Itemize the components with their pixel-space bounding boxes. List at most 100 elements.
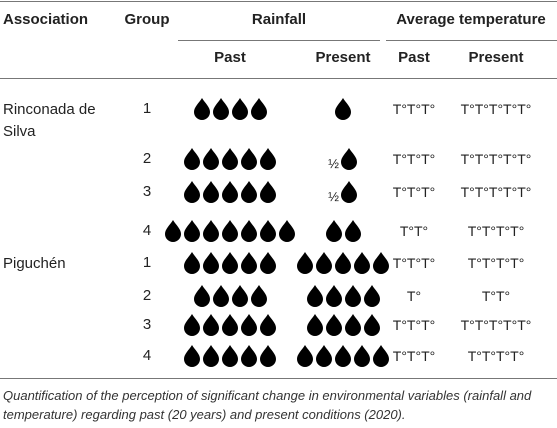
drop	[212, 285, 229, 307]
drop	[203, 181, 219, 203]
drop	[184, 148, 200, 170]
rule	[0, 378, 557, 379]
drop	[184, 181, 200, 203]
header: Association	[3, 11, 89, 28]
drop	[325, 285, 342, 307]
drop	[203, 148, 219, 170]
temperature: T°T°T°T°T°	[460, 151, 532, 167]
temperature: T°T°T°	[392, 101, 436, 117]
drop	[373, 345, 389, 367]
drop	[222, 345, 238, 367]
drop	[222, 314, 238, 336]
drop	[279, 220, 295, 242]
drop	[241, 181, 257, 203]
fraction-label: ½	[328, 189, 339, 204]
association: Piguchén	[3, 255, 66, 272]
drop	[373, 252, 389, 274]
drop	[354, 345, 370, 367]
temperature: T°T°T°T°	[467, 255, 525, 271]
temperature: T°T°T°	[392, 151, 436, 167]
drop-count	[160, 284, 300, 308]
temperature: T°T°T°T°	[467, 223, 525, 239]
drop	[335, 98, 351, 120]
drop	[222, 181, 238, 203]
rule	[0, 1, 557, 2]
temperature: T°T°T°	[392, 255, 436, 271]
drop-count: ½	[292, 147, 394, 171]
drop-count	[160, 180, 300, 204]
temperature: T°T°T°T°T°	[460, 184, 532, 200]
temperature: T°T°T°	[392, 184, 436, 200]
drop-count	[292, 284, 394, 308]
temperature: T°T°T°	[392, 348, 436, 364]
drop	[354, 252, 370, 274]
drop	[203, 252, 219, 274]
drop	[184, 345, 200, 367]
drop	[241, 220, 257, 242]
drop	[231, 98, 248, 120]
drop-count	[160, 344, 300, 368]
temperature: T°T°T°T°T°	[460, 101, 532, 117]
drop-count	[160, 97, 300, 121]
header: Rainfall	[251, 11, 307, 28]
rule	[0, 78, 557, 79]
drop	[340, 148, 357, 170]
drop	[344, 220, 361, 242]
temperature: T°T°	[481, 288, 511, 304]
drop	[297, 252, 313, 274]
group: 2	[142, 150, 152, 167]
drop	[184, 314, 200, 336]
drop	[335, 252, 351, 274]
drop	[203, 220, 219, 242]
rule	[386, 40, 557, 41]
drop-count	[292, 344, 394, 368]
drop	[241, 314, 257, 336]
drop	[340, 181, 357, 203]
drop-count	[292, 313, 394, 337]
drop	[241, 148, 257, 170]
group: 4	[142, 222, 152, 239]
drop	[306, 285, 323, 307]
temperature: T°T°T°	[392, 317, 436, 333]
drop	[260, 314, 276, 336]
group: 4	[142, 347, 152, 364]
drop	[193, 285, 210, 307]
drop	[335, 345, 351, 367]
drop	[212, 98, 229, 120]
caption: Quantification of the perception of sign…	[3, 388, 532, 422]
drop	[306, 314, 323, 336]
drop-count	[292, 219, 394, 243]
drop	[165, 220, 181, 242]
drop-count: ½	[292, 180, 394, 204]
group: 2	[142, 287, 152, 304]
drop	[260, 181, 276, 203]
subheader: Past	[398, 49, 430, 66]
drop	[363, 285, 380, 307]
group: 3	[142, 183, 152, 200]
subheader: Past	[214, 49, 246, 66]
temperature: T°T°T°T°	[467, 348, 525, 364]
group: 3	[142, 316, 152, 333]
header: Average temperature	[396, 11, 546, 28]
drop	[325, 314, 342, 336]
drop	[316, 252, 332, 274]
drop	[363, 314, 380, 336]
drop-count	[292, 251, 394, 275]
drop	[316, 345, 332, 367]
group: 1	[142, 100, 152, 117]
temperature: T°	[406, 288, 422, 304]
rule	[178, 40, 380, 41]
drop-count	[160, 219, 300, 243]
subheader: Present	[315, 49, 371, 66]
drop	[241, 345, 257, 367]
header: Group	[124, 11, 170, 28]
temperature: T°T°	[399, 223, 429, 239]
group: 1	[142, 254, 152, 271]
drop	[184, 252, 200, 274]
temperature: T°T°T°T°T°	[460, 317, 532, 333]
drop	[297, 345, 313, 367]
fraction-label: ½	[328, 156, 339, 171]
drop	[231, 285, 248, 307]
drop	[260, 220, 276, 242]
drop	[250, 285, 267, 307]
